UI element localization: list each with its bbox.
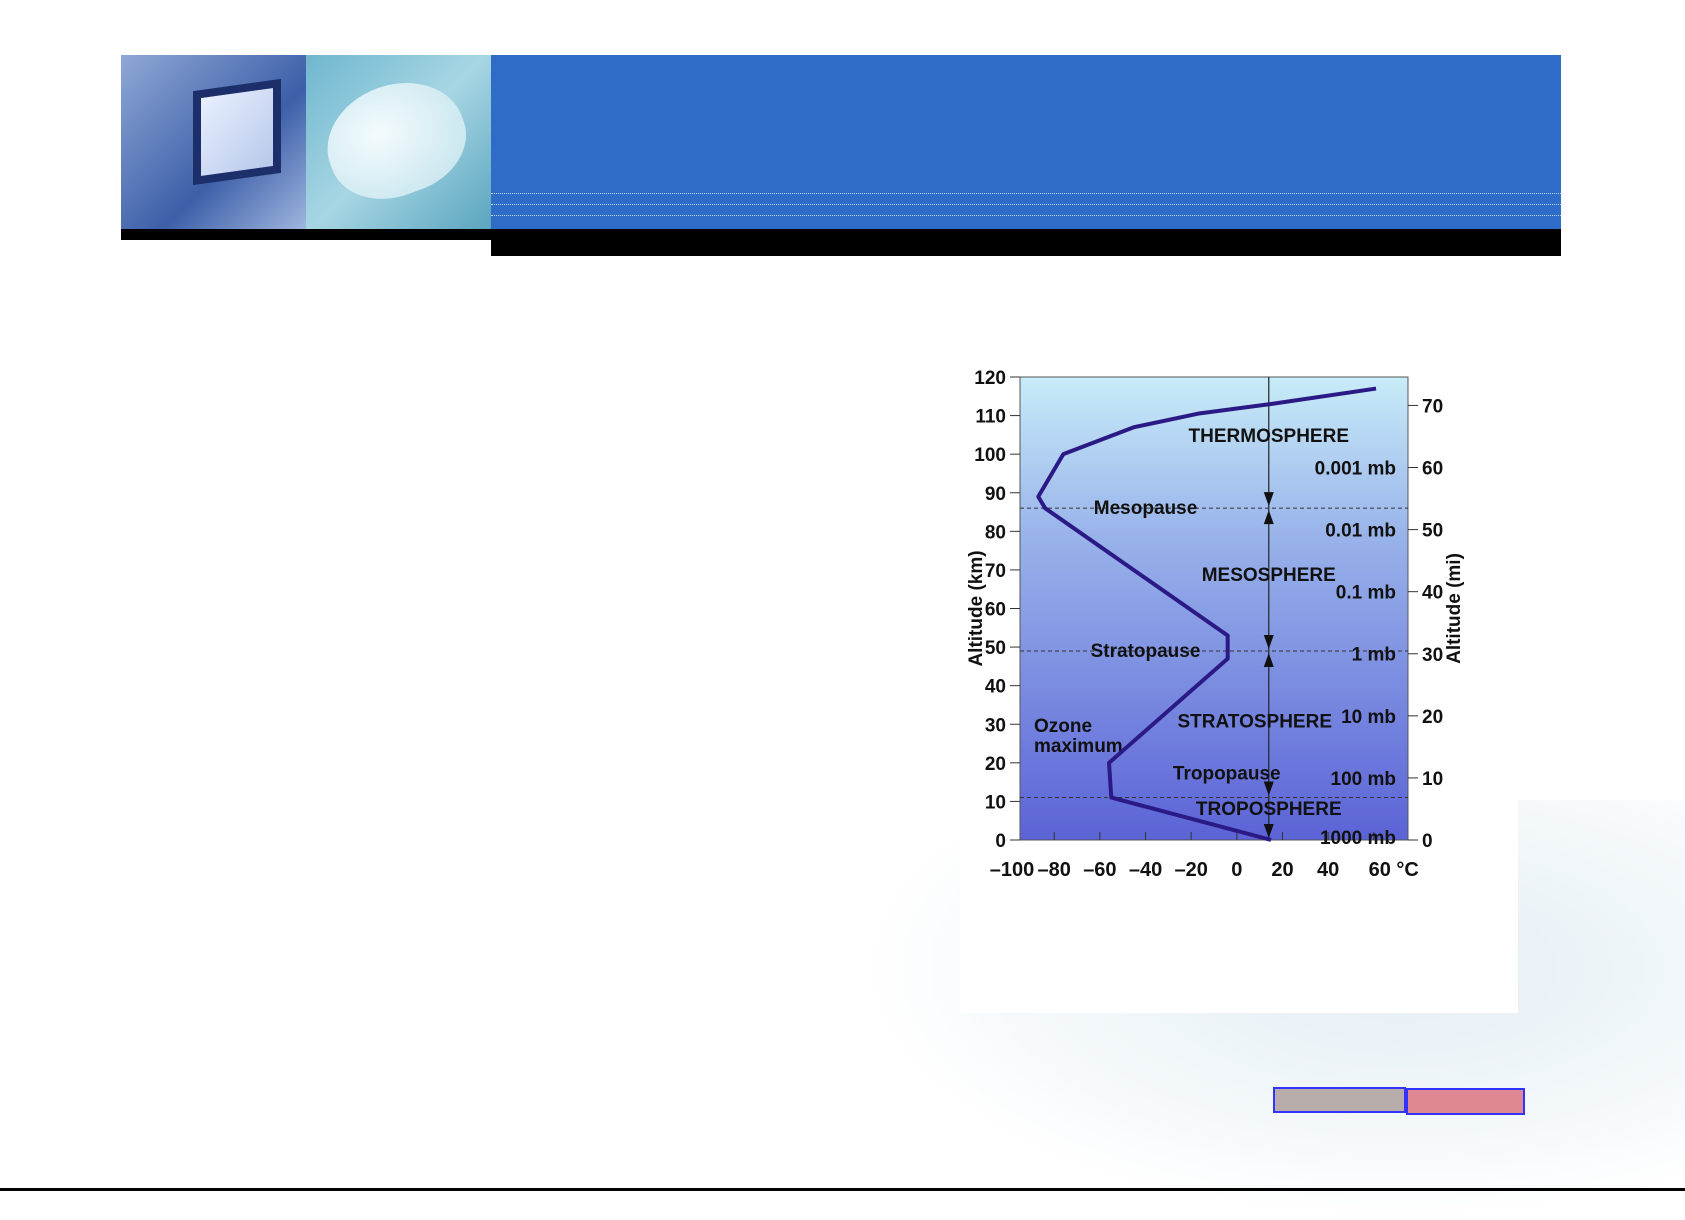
y2-tick-label: 20 [1422,707,1443,728]
laptop-screen [193,79,281,185]
footer-box-pink [1406,1088,1525,1115]
y-tick-label: 10 [985,792,1006,813]
mouse-photo [306,55,491,229]
y2-tick-label: 0 [1422,831,1433,852]
y-tick-label: 40 [985,677,1006,698]
pressure-label: 1000 mb [1320,828,1396,849]
y2-tick-label: 10 [1422,769,1443,790]
layer-label: TROPOSPHERE [1196,799,1342,820]
x-tick-label: 20 [1271,859,1293,881]
y2-tick-label: 60 [1422,459,1443,480]
layer-label: THERMOSPHERE [1189,426,1349,447]
pressure-label: 0.001 mb [1315,459,1396,480]
x-tick-label: 0 [1231,859,1242,881]
y2-tick-label: 40 [1422,583,1443,604]
pressure-label: 100 mb [1331,769,1396,790]
y-tick-label: 80 [985,522,1006,543]
pressure-label: 0.1 mb [1336,583,1396,604]
y2-tick-label: 50 [1422,521,1443,542]
header-bar-left [121,229,491,240]
computer-mouse [311,64,480,215]
y-tick-label: 50 [985,638,1006,659]
x-tick-label: –40 [1129,859,1162,881]
chart-svg: 0 10 20 30 40 50 60 70 80 90 100 110 120 0 10 20 30 40 50 6… [960,365,1518,1013]
x-tick-label: –80 [1038,859,1071,881]
ozone-label-line2: maximum [1034,736,1123,757]
y-tick-label: 120 [974,368,1006,389]
dotted-line [491,193,1561,194]
x-tick-label: –60 [1083,859,1116,881]
header-bar [491,229,1561,256]
y-tick-label: 90 [985,484,1006,505]
x-tick-label: –20 [1174,859,1207,881]
pressure-label: 0.01 mb [1325,520,1396,541]
boundary-label: Tropopause [1173,764,1281,785]
x-tick-label: –100 [990,859,1035,881]
y-tick-label: 100 [974,445,1006,466]
y-tick-label: 0 [995,831,1006,852]
y-tick-label: 70 [985,561,1006,582]
boundary-label: Mesopause [1094,498,1197,519]
header-banner [491,55,1561,229]
atmosphere-temperature-chart: 0 10 20 30 40 50 60 70 80 90 100 110 120 0 10 20 30 40 50 6… [960,365,1518,1013]
dotted-line [491,204,1561,205]
y-tick-label: 60 [985,600,1006,621]
pressure-label: 10 mb [1341,707,1396,728]
y2-tick-label: 30 [1422,645,1443,666]
x-tick-label: 40 [1317,859,1339,881]
y2-tick-label: 70 [1422,396,1443,417]
y-tick-label: 110 [975,407,1006,428]
layer-label: STRATOSPHERE [1178,711,1333,732]
ozone-label-line1: Ozone [1034,716,1092,737]
layer-label: MESOSPHERE [1202,565,1336,586]
pressure-label: 1 mb [1352,645,1396,666]
footer-box-gray [1273,1087,1406,1113]
x-tick-label: 60 °C [1369,859,1419,881]
y-tick-label: 30 [985,715,1006,736]
dotted-line [491,215,1561,216]
laptop-photo [121,55,306,229]
y-axis-label: Altitude (km) [966,550,987,666]
boundary-label: Stratopause [1091,641,1201,662]
y-tick-label: 20 [985,754,1006,775]
y2-axis-label: Altitude (mi) [1444,553,1465,664]
